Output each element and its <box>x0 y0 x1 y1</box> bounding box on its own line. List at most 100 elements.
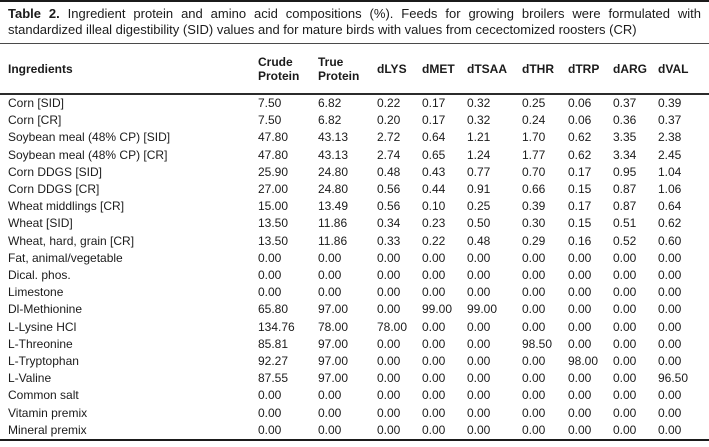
table-row: L-Tryptophan 92.27 97.00 0.00 0.00 0.00 0.00 98… <box>0 353 709 370</box>
ingredient-cell: Fat, animal/vegetable <box>8 250 123 265</box>
value-cell: 0.00 <box>613 302 637 317</box>
value-cell: 0.36 <box>613 113 637 128</box>
value-cell: 0.00 <box>658 319 682 334</box>
value-cell: 0.00 <box>467 268 491 283</box>
value-cell: 0.25 <box>522 96 546 110</box>
value-cell: 11.86 <box>318 216 348 231</box>
value-cell: 0.00 <box>422 319 446 334</box>
value-cell: 0.15 <box>568 216 592 231</box>
ingredient-cell: Corn [SID] <box>8 96 65 110</box>
value-cell: 0.00 <box>658 405 682 420</box>
value-cell: 0.70 <box>522 164 546 179</box>
column-header: dMET <box>422 61 455 76</box>
value-cell: 0.00 <box>613 268 637 283</box>
ingredient-cell: Wheat middlings [CR] <box>8 199 125 214</box>
value-cell: 0.00 <box>467 405 491 420</box>
table-row: Soybean meal (48% CP) [CR] 47.80 43.13 2.74… <box>0 147 709 164</box>
table-row: L-Threonine 85.81 97.00 0.00 0.00 0.00 98.50 0.… <box>0 336 709 353</box>
value-cell: 43.13 <box>318 130 349 145</box>
value-cell: 78.00 <box>377 319 408 334</box>
value-cell: 0.00 <box>377 302 401 317</box>
table-row: Common salt 0.00 0.00 0.00 0.00 0.00 0.00 0.00 0… <box>0 387 709 404</box>
value-cell: 47.80 <box>258 147 289 162</box>
value-cell: 0.00 <box>568 302 592 317</box>
value-cell: 0.00 <box>522 285 546 300</box>
value-cell: 25.90 <box>258 164 289 179</box>
value-cell: 1.77 <box>522 147 546 162</box>
value-cell: 0.44 <box>422 182 446 197</box>
table-caption-text: Ingredient protein and amino acid compos… <box>8 6 701 37</box>
value-cell: 0.00 <box>258 405 282 420</box>
value-cell: 0.00 <box>658 388 682 403</box>
value-cell: 0.00 <box>467 250 491 265</box>
value-cell: 3.34 <box>613 147 637 162</box>
ingredient-cell: Corn [CR] <box>8 113 62 128</box>
value-cell: 97.00 <box>318 354 349 369</box>
value-cell: 0.00 <box>318 285 342 300</box>
table-row: Corn DDGS [CR] 27.00 24.80 0.56 0.44 0.91 0.66… <box>0 181 709 198</box>
table-row: Vitamin premix 0.00 0.00 0.00 0.00 0.00 0.00 0.… <box>0 405 709 422</box>
value-cell: 0.00 <box>422 388 446 403</box>
ingredient-cell: L-Lysine HCl <box>8 319 77 334</box>
value-cell: 0.00 <box>658 354 682 369</box>
value-cell: 1.06 <box>658 182 682 197</box>
column-header: dTRP <box>568 61 600 76</box>
value-cell: 0.00 <box>658 268 682 283</box>
value-cell: 0.00 <box>422 422 446 437</box>
value-cell: 2.74 <box>377 147 401 162</box>
table-row: Limestone 0.00 0.00 0.00 0.00 0.00 0.00 0.00 0.0… <box>0 284 709 301</box>
value-cell: 43.13 <box>318 147 349 162</box>
value-cell: 0.60 <box>658 233 682 248</box>
value-cell: 0.00 <box>568 388 592 403</box>
value-cell: 0.00 <box>318 268 342 283</box>
ingredient-cell: Soybean meal (48% CP) [CR] <box>8 147 168 162</box>
ingredient-cell: Wheat, hard, grain [CR] <box>8 233 135 248</box>
value-cell: 6.82 <box>318 113 342 128</box>
value-cell: 0.00 <box>613 250 637 265</box>
column-header: dTHR <box>522 61 554 76</box>
value-cell: 0.33 <box>377 233 401 248</box>
value-cell: 3.35 <box>613 130 637 145</box>
value-cell: 27.00 <box>258 182 289 197</box>
value-cell: 99.00 <box>422 302 453 317</box>
value-cell: 0.62 <box>568 147 592 162</box>
value-cell: 0.91 <box>467 182 491 197</box>
ingredient-cell: Wheat [SID] <box>8 216 73 231</box>
value-cell: 0.23 <box>422 216 446 231</box>
value-cell: 0.00 <box>377 285 401 300</box>
header-row: Ingredients Crude Protein True Protein dLYS… <box>0 44 709 94</box>
value-cell: 0.17 <box>568 164 592 179</box>
value-cell: 0.00 <box>377 388 401 403</box>
value-cell: 0.00 <box>258 422 282 437</box>
ingredient-cell: Mineral premix <box>8 422 87 437</box>
value-cell: 0.65 <box>422 147 446 162</box>
ingredients-table: Ingredients Crude Protein True Protein dLYS… <box>0 44 709 442</box>
value-cell: 0.34 <box>377 216 401 231</box>
value-cell: 0.00 <box>258 268 282 283</box>
ingredient-cell: Dical. phos. <box>8 268 71 283</box>
value-cell: 0.00 <box>613 319 637 334</box>
value-cell: 0.00 <box>377 250 401 265</box>
table-row: Corn [SID] 7.50 6.82 0.22 0.17 0.32 0.25 0.06 0.… <box>0 94 709 112</box>
column-header: dARG <box>613 61 647 76</box>
table-row: Wheat middlings [CR] 15.00 13.49 0.56 0.10 0.… <box>0 198 709 215</box>
value-cell: 0.00 <box>613 336 637 351</box>
table-row: Corn DDGS [SID] 25.90 24.80 0.48 0.43 0.77 0.7… <box>0 164 709 181</box>
value-cell: 0.39 <box>522 199 546 214</box>
value-cell: 0.00 <box>568 250 592 265</box>
value-cell: 0.00 <box>658 336 682 351</box>
value-cell: 15.00 <box>258 199 289 214</box>
value-cell: 0.16 <box>568 233 592 248</box>
ingredient-cell: Soybean meal (48% CP) [SID] <box>8 130 171 145</box>
value-cell: 134.76 <box>258 319 295 334</box>
value-cell: 87.55 <box>258 371 289 386</box>
value-cell: 13.50 <box>258 233 289 248</box>
value-cell: 0.00 <box>568 319 592 334</box>
column-header: Crude Protein <box>258 54 300 83</box>
column-header: dLYS <box>377 61 407 76</box>
value-cell: 2.38 <box>658 130 682 145</box>
value-cell: 0.00 <box>318 405 342 420</box>
column-header: True Protein <box>318 54 360 83</box>
value-cell: 0.00 <box>377 371 401 386</box>
